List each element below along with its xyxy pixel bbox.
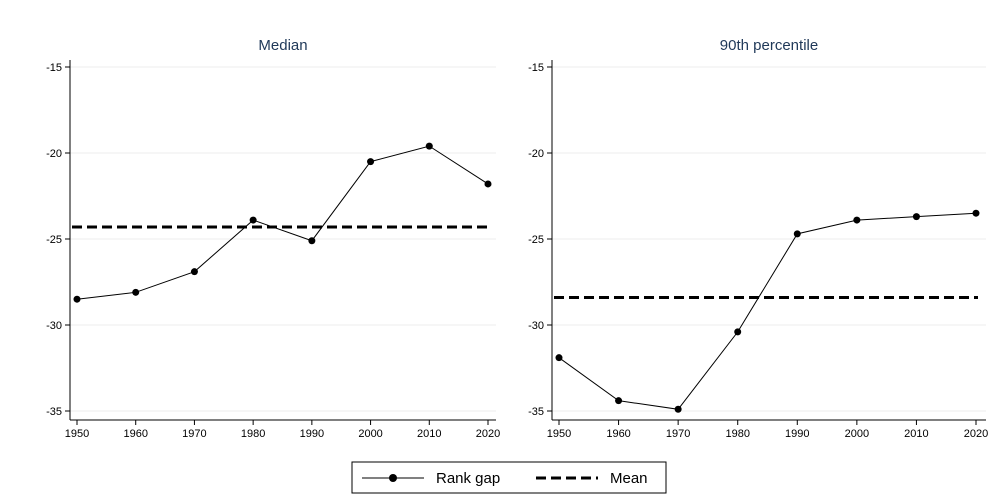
median-rank-gap-point [249, 216, 257, 224]
90th-percentile-x-tick-label: 1990 [785, 428, 809, 440]
90th-percentile-rank-gap-point [972, 209, 980, 217]
legend-rank-gap-marker [389, 474, 397, 482]
90th-percentile-title: 90th percentile [720, 37, 818, 54]
median-x-tick-label: 2010 [417, 428, 441, 440]
90th-percentile-y-tick-label: -30 [528, 320, 544, 332]
median-x-tick-label: 2020 [476, 428, 500, 440]
90th-percentile-rank-gap-point [615, 397, 623, 405]
median-x-tick-label: 1990 [300, 428, 324, 440]
median-rank-gap-point [308, 237, 316, 245]
90th-percentile-rank-gap-point [674, 405, 682, 413]
median-y-tick-label: -25 [46, 234, 62, 246]
90th-percentile-x-tick-label: 1950 [547, 428, 571, 440]
median-rank-gap-point [425, 142, 433, 150]
90th-percentile-x-tick-label: 1970 [666, 428, 690, 440]
median-rank-gap-line [76, 145, 489, 300]
median-rank-gap-point [73, 295, 81, 303]
90th-percentile-y-tick-label: -20 [528, 148, 544, 160]
median-rank-gap-point [367, 158, 375, 166]
90th-percentile-rank-gap-point [734, 328, 742, 336]
90th-percentile-y-tick-label: -15 [528, 62, 544, 74]
90th-percentile-x-tick-label: 2000 [845, 428, 869, 440]
legend-mean-label: Mean [610, 470, 648, 487]
90th-percentile-rank-gap-point [912, 213, 920, 221]
median-rank-gap-point [484, 180, 492, 188]
median-y-tick-label: -35 [46, 406, 62, 418]
median-x-tick-label: 1970 [182, 428, 206, 440]
legend-rank-gap-label: Rank gap [436, 470, 500, 487]
median-x-tick-label: 2000 [358, 428, 382, 440]
median-title: Median [258, 37, 307, 54]
median-rank-gap-point [190, 268, 198, 276]
median-y-tick-label: -15 [46, 62, 62, 74]
90th-percentile-rank-gap-point [793, 230, 801, 238]
90th-percentile-rank-gap-point [853, 216, 861, 224]
median-y-tick-label: -30 [46, 320, 62, 332]
median-y-tick-label: -20 [46, 148, 62, 160]
90th-percentile-x-tick-label: 1960 [606, 428, 630, 440]
90th-percentile-x-tick-label: 1980 [725, 428, 749, 440]
90th-percentile-rank-gap-line [558, 212, 977, 410]
median-x-tick-label: 1980 [241, 428, 265, 440]
legend: Rank gap Mean [351, 461, 667, 494]
90th-percentile-y-tick-label: -35 [528, 406, 544, 418]
90th-percentile-y-tick-label: -25 [528, 234, 544, 246]
median-rank-gap-point [132, 288, 140, 296]
90th-percentile-rank-gap-point [555, 354, 563, 362]
90th-percentile-x-tick-label: 2010 [904, 428, 928, 440]
90th-percentile-x-tick-label: 2020 [964, 428, 988, 440]
median-x-tick-label: 1950 [65, 428, 89, 440]
median-x-tick-label: 1960 [123, 428, 147, 440]
